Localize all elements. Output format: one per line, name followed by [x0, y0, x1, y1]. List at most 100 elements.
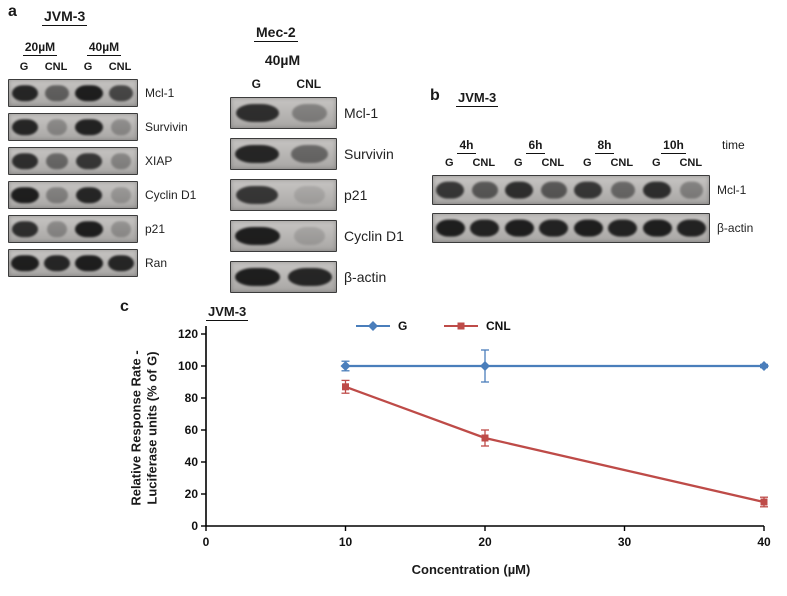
protein-band: [11, 221, 39, 237]
y-tick-label: 0: [191, 519, 198, 533]
panel-b: b JVM-3 4h 6h 8h 10h time G CNL G CNL G CNL G CNL …: [430, 87, 786, 255]
blot-label-Mcl-1: Mcl-1: [717, 183, 747, 197]
blot-strip-Survivin: [230, 138, 337, 170]
blot-row-Survivin: Survivin: [8, 113, 196, 141]
protein-band: [108, 85, 134, 101]
panel-b-lane-2: G: [513, 157, 523, 169]
blot-label-Cyclin D1: Cyclin D1: [145, 188, 197, 202]
blot-strip-Mcl-1: [8, 79, 138, 107]
panel-b-label: b: [430, 87, 440, 104]
blot-row-Ran: Ran: [8, 249, 196, 277]
panel-b-time-label-0: 4h: [457, 138, 476, 154]
blot-strip-β-actin: [432, 213, 710, 243]
protein-band: [234, 268, 280, 286]
panel-b-time-3: 10h: [639, 138, 708, 154]
luciferase-line-chart: 0 20 40 60 80 100 120 0 10 20 30 40 G CNL: [178, 319, 771, 549]
protein-band: [75, 187, 103, 203]
blot-row-Survivin: Survivin: [230, 138, 404, 170]
panel-mec2-dose: 40µM: [264, 52, 301, 68]
panel-b-cell-line: JVM-3: [456, 90, 499, 107]
blot-row-XIAP: XIAP: [8, 147, 196, 175]
blot-label-p21: p21: [145, 222, 166, 236]
blot-row-Mcl-1: Mcl-1: [8, 79, 196, 107]
protein-band: [470, 219, 500, 237]
panel-c: c JVM-3 Relative Response Rate - Lucifer…: [118, 298, 786, 594]
blot-row-β-actin: β-actin: [230, 261, 404, 293]
legend-label-CNL: CNL: [486, 319, 511, 333]
blot-row-Cyclin D1: Cyclin D1: [8, 181, 196, 209]
panel-b-lane-3: CNL: [541, 157, 565, 169]
blot-row-β-actin: β-actin: [432, 213, 753, 243]
dose-40-label: 40µM: [86, 40, 122, 56]
blot-strip-Ran: [8, 249, 138, 277]
blot-label-β-actin: β-actin: [344, 269, 387, 285]
x-tick-label: 40: [757, 535, 771, 549]
blot-label-Mcl-1: Mcl-1: [145, 86, 175, 100]
protein-band: [505, 181, 534, 199]
protein-band: [610, 181, 635, 199]
panel-b-time-1: 6h: [501, 138, 570, 154]
x-tick-label: 0: [203, 535, 210, 549]
panel-a-lane-0: G: [19, 61, 29, 73]
blot-strip-Mcl-1: [230, 97, 337, 129]
protein-band: [287, 268, 332, 286]
panel-mec2-blots: Mcl-1 Survivin p21 Cyclin D1 β-actin: [230, 97, 404, 302]
panel-a: a JVM-3 20µM 40µM G CNL G CNL Mcl-1 Survivin…: [8, 3, 226, 292]
protein-band: [46, 187, 68, 203]
protein-band: [294, 227, 326, 245]
legend-marker-G: [368, 321, 378, 331]
protein-band: [294, 186, 326, 204]
blot-strip-β-actin: [230, 261, 337, 293]
panel-mec2-cell-line: Mec-2: [254, 24, 298, 42]
y-tick-label: 80: [185, 391, 199, 405]
blot-strip-p21: [8, 215, 138, 243]
protein-band: [107, 255, 135, 271]
blot-strip-Cyclin D1: [230, 220, 337, 252]
panel-b-lane-4: G: [582, 157, 592, 169]
x-tick-label: 30: [618, 535, 632, 549]
blot-row-p21: p21: [230, 179, 404, 211]
y-tick-label: 60: [185, 423, 199, 437]
protein-band: [75, 119, 103, 135]
y-tick-label: 40: [185, 455, 199, 469]
protein-band: [76, 153, 102, 169]
panel-b-time-label-2: 8h: [595, 138, 614, 154]
blot-label-XIAP: XIAP: [145, 154, 173, 168]
series-marker-CNL: [760, 498, 768, 506]
dose-group-40: 40µM: [72, 40, 136, 56]
blot-row-Cyclin D1: Cyclin D1: [230, 220, 404, 252]
blot-row-p21: p21: [8, 215, 196, 243]
blot-row-Mcl-1: Mcl-1: [432, 175, 753, 205]
blot-label-β-actin: β-actin: [717, 221, 754, 235]
protein-band: [504, 219, 534, 237]
series-marker-G: [340, 361, 351, 371]
protein-band: [110, 153, 132, 169]
blot-label-Cyclin D1: Cyclin D1: [344, 228, 404, 244]
panel-b-lane-5: CNL: [610, 157, 634, 169]
panel-b-lane-6: G: [651, 157, 661, 169]
panel-mec2-lane-0: G: [251, 77, 261, 91]
protein-band: [11, 119, 39, 135]
panel-a-lane-3: CNL: [108, 61, 132, 73]
protein-band: [608, 219, 638, 237]
panel-a-lane-2: G: [83, 61, 93, 73]
y-tick-label: 20: [185, 487, 199, 501]
panel-b-lane-1: CNL: [472, 157, 496, 169]
panel-a-label: a: [8, 3, 17, 20]
protein-band: [75, 221, 103, 237]
panel-c-cell-line: JVM-3: [206, 304, 249, 321]
panel-b-time-0: 4h: [432, 138, 501, 154]
panel-b-time-points: 4h 6h 8h 10h: [432, 138, 708, 154]
panel-b-blots: Mcl-1 β-actin: [432, 175, 753, 251]
panel-b-time-axis-label: time: [722, 138, 745, 152]
panel-a-lane-labels: G CNL G CNL: [8, 61, 136, 73]
protein-band: [471, 181, 498, 199]
blot-label-Survivin: Survivin: [344, 146, 394, 162]
blot-strip-p21: [230, 179, 337, 211]
panel-b-lane-labels: G CNL G CNL G CNL G CNL: [432, 157, 708, 169]
protein-band: [642, 219, 672, 237]
series-marker-CNL: [481, 434, 489, 442]
series-marker-CNL: [342, 383, 349, 391]
protein-band: [292, 104, 328, 122]
series-marker-G: [480, 361, 490, 371]
